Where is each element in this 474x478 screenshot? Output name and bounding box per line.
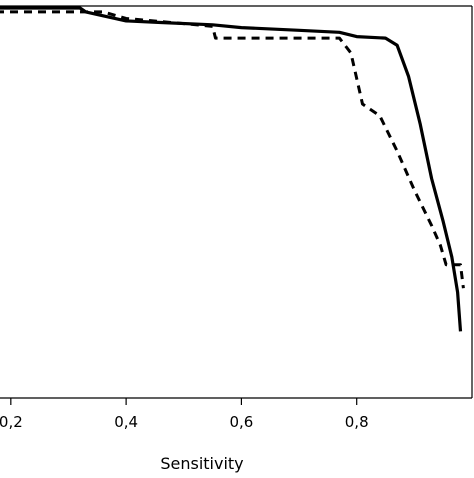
- x-tick-label: 0,4: [114, 413, 138, 431]
- x-tick-label: 0,8: [345, 413, 369, 431]
- x-tick-label: 0,6: [229, 413, 253, 431]
- series-line-solid: [0, 6, 463, 332]
- x-axis-title: Sensitivity: [160, 454, 243, 473]
- x-tick-label: 0,2: [0, 413, 23, 431]
- series-group: [0, 6, 465, 332]
- series-line-dashed: [0, 10, 465, 289]
- x-axis-ticks: 0,2 0,4 0,6 0,8: [0, 398, 369, 431]
